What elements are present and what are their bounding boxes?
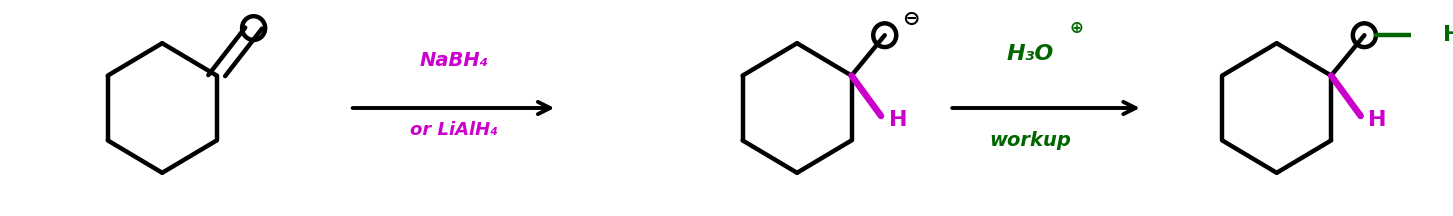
Text: H: H: [1369, 110, 1386, 130]
Text: H₃O: H₃O: [1005, 44, 1053, 64]
Text: workup: workup: [989, 131, 1071, 150]
Text: ⊖: ⊖: [902, 9, 920, 29]
Text: or LiAlH₄: or LiAlH₄: [410, 121, 498, 139]
Text: H: H: [889, 110, 907, 130]
Text: NaBH₄: NaBH₄: [420, 51, 488, 70]
Text: ⊕: ⊕: [1069, 19, 1084, 37]
Text: H: H: [1443, 25, 1453, 45]
